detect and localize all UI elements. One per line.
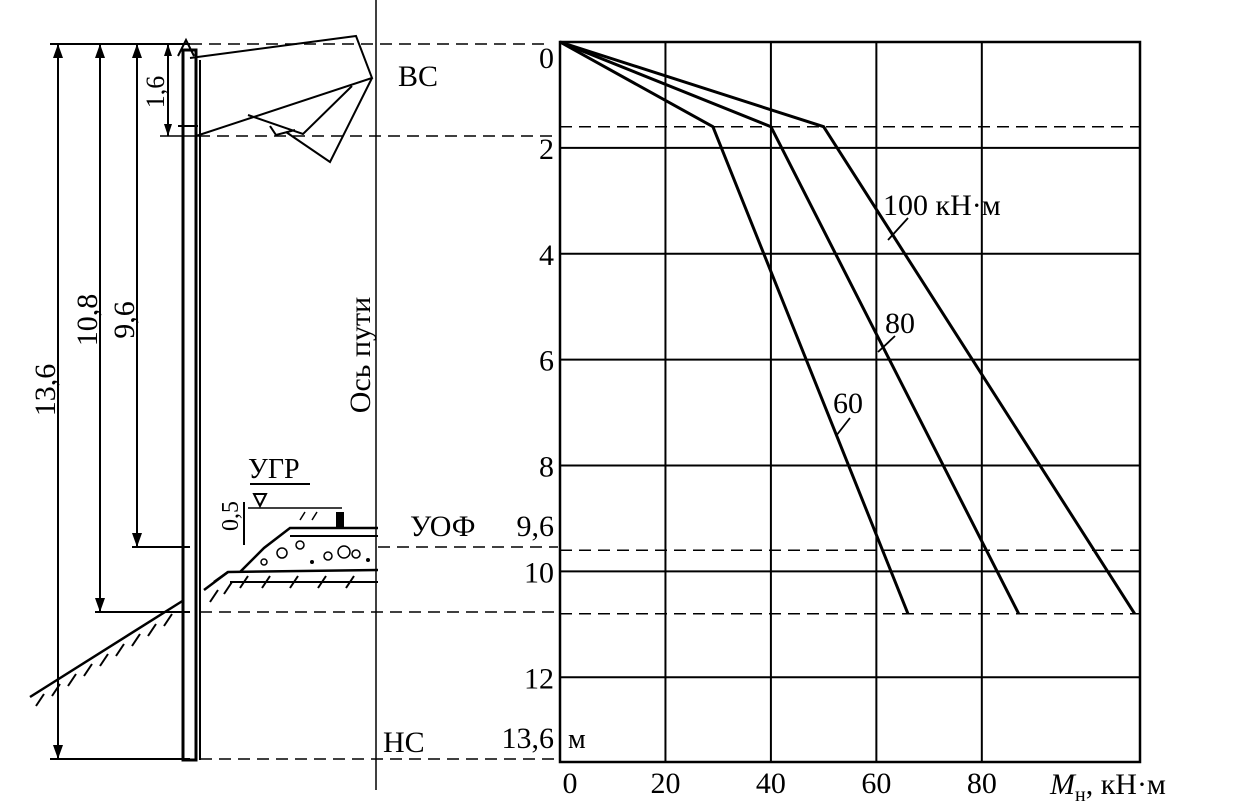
level-label-ns: НС: [383, 726, 425, 759]
x-axis-label: Mн, кН·м: [1049, 768, 1166, 806]
series-label-100: 100 кН·м: [883, 189, 1001, 222]
x-tick-80: 80: [967, 767, 997, 800]
level-label-vs: ВС: [398, 60, 438, 93]
dim-label-0-5: 0,5: [218, 501, 244, 531]
pole-top-cap: [177, 37, 195, 57]
ballast-prism: [213, 526, 379, 584]
cantilever-bracket: [189, 34, 374, 164]
y-extra-13-6: 13,6: [502, 722, 555, 755]
y-tick-labels: 0 2 4 6 8 10 12 9,6 13,6: [502, 42, 555, 755]
y-unit-label: м: [568, 724, 586, 755]
series-label-80: 80: [885, 307, 915, 340]
pole-cross-section: 13,6 10,8 9,6 1,6 0,5 Ось пути УГР: [29, 0, 379, 790]
series-leader-60: [835, 417, 851, 437]
dim-label-1-6: 1,6: [141, 76, 170, 109]
ugr-triangle: [252, 493, 268, 509]
ballast-texture: [299, 511, 318, 521]
y-tick-2: 2: [539, 133, 554, 166]
x-tick-labels: 0 20 40 60 80: [563, 767, 997, 800]
series-label-60: 60: [833, 387, 863, 420]
moment-chart: 0 2 4 6 8 10 12 9,6 13,6 0 20 40 60 80 100 кН·м 80 6…: [502, 40, 1166, 806]
rail: [336, 512, 344, 528]
pole: [181, 48, 198, 762]
y-tick-4: 4: [539, 239, 554, 272]
x-tick-20: 20: [650, 767, 680, 800]
ground-slope: [29, 598, 185, 699]
x-tick-0: 0: [563, 767, 578, 800]
chart-dashed-levels: [560, 125, 1140, 615]
dim-label-13-6: 13,6: [29, 364, 62, 417]
series-leader-80: [877, 335, 896, 353]
dim-arrows: [53, 44, 172, 759]
series-leader-100: [887, 217, 909, 241]
y-tick-0: 0: [539, 42, 554, 75]
level-label-uof: УОФ: [410, 510, 475, 543]
x-tick-40: 40: [756, 767, 786, 800]
series-layer: [559, 40, 1136, 615]
dim-label-10-8: 10,8: [71, 294, 104, 347]
y-tick-12: 12: [524, 662, 554, 695]
series-line-80: [559, 40, 1021, 615]
ground-slope-right: [203, 571, 229, 591]
track-axis-label: Ось пути: [344, 297, 377, 413]
ugr-label: УГР: [248, 454, 300, 485]
series-line-100: [559, 40, 1136, 615]
y-tick-10: 10: [524, 556, 554, 589]
series-line-60: [559, 40, 910, 615]
y-tick-8: 8: [539, 451, 554, 484]
dim-label-9-6: 9,6: [108, 301, 141, 339]
x-tick-60: 60: [861, 767, 891, 800]
y-tick-6: 6: [539, 345, 554, 378]
plot-frame: [558, 40, 1142, 764]
y-extra-9-6: 9,6: [517, 510, 555, 543]
reference-lines: [190, 43, 558, 760]
